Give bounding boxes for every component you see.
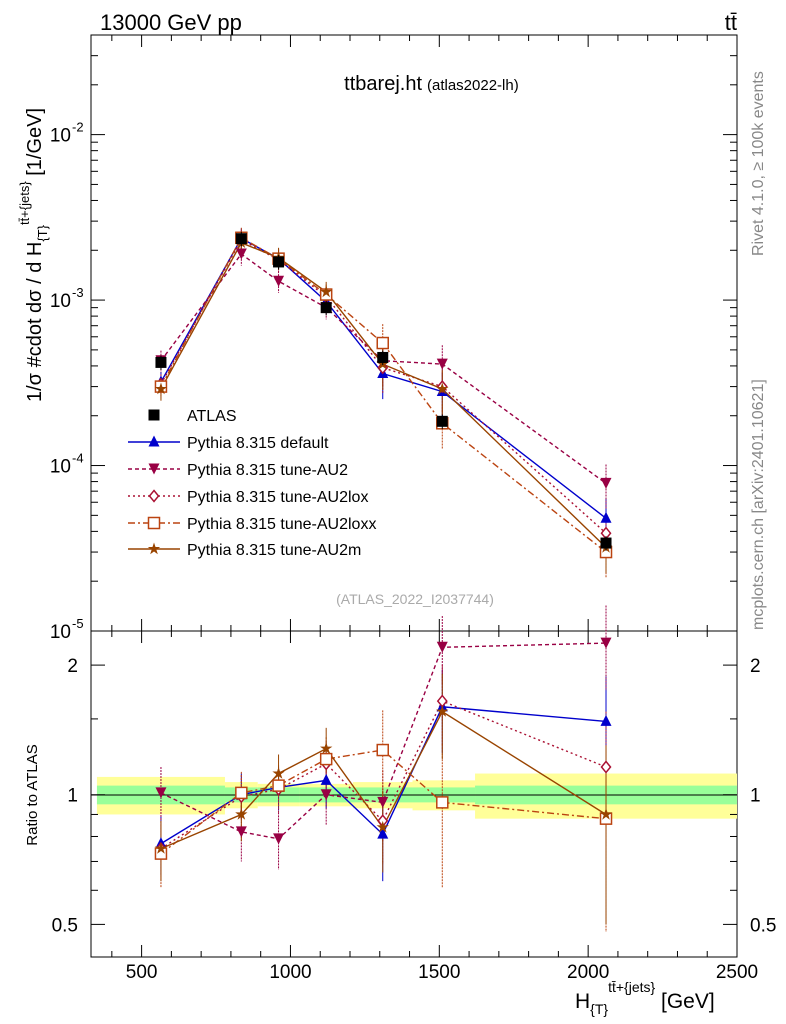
series-point-ratio (235, 826, 247, 838)
legend: ATLAS Pythia 8.315 default Pythia 8.315 tu… (128, 408, 376, 559)
series-point-ratio (155, 787, 167, 799)
series-point-ratio (272, 779, 285, 792)
series-point-ratio (600, 760, 612, 774)
rivet-version-label: Rivet 4.1.0, ≥ 100k events (750, 71, 767, 256)
series-point-ratio (436, 796, 449, 809)
ratio-tick-label: 2 (67, 656, 78, 677)
series-point-ratio (436, 641, 448, 653)
ratio-y-axis-label: Ratio to ATLAS (24, 744, 41, 845)
ratio-tick-label: 0.5 (52, 915, 78, 936)
data-point (377, 351, 389, 363)
x-tick-label: 1500 (418, 962, 460, 983)
series-point-main (235, 248, 247, 260)
series-point-ratio (319, 752, 333, 766)
legend-label: Pythia 8.315 default (187, 435, 329, 452)
series-point-ratio (436, 694, 448, 708)
data-point (155, 356, 167, 368)
series-point-ratio (320, 773, 332, 785)
y-tick-label: 10 (50, 291, 71, 312)
series-point-ratio (377, 796, 389, 808)
legend-marker (148, 489, 160, 503)
legend-label-atlas: ATLAS (187, 408, 237, 425)
legend-marker-atlas (148, 409, 160, 421)
series-point-main (436, 382, 449, 395)
data-point (235, 233, 247, 245)
plot-title: ttbarej.ht (344, 73, 422, 95)
ratio-tick-label: 1 (67, 786, 78, 807)
series-point-main (154, 382, 168, 395)
series-point-ratio (154, 842, 168, 854)
series-point-ratio (436, 705, 449, 717)
y-tick-label: 10 (50, 622, 71, 643)
legend-marker (148, 435, 160, 447)
y-tick-label: 10 (50, 126, 71, 147)
legend-label: Pythia 8.315 tune-AU2loxx (187, 516, 376, 533)
x-tick-label: 1000 (269, 962, 311, 983)
series-point-ratio (235, 786, 248, 800)
y-tick-exponent: -3 (72, 285, 84, 300)
legend-marker (147, 542, 161, 555)
y-tick-exponent: -2 (72, 120, 84, 135)
series-point-main (376, 336, 389, 350)
series-point-ratio (235, 808, 248, 820)
ratio-tick-label-right: 2 (750, 656, 761, 677)
series-point-ratio (320, 742, 333, 754)
series-markers (154, 231, 613, 860)
mcplots-reference-label: mcplots.cern.ch [arXiv:2401.10621] (750, 379, 767, 630)
series-point-ratio (272, 767, 285, 779)
legend-label: Pythia 8.315 tune-AU2 (187, 462, 348, 479)
x-tick-label: 500 (126, 962, 158, 983)
legend-label: Pythia 8.315 tune-AU2m (187, 542, 361, 559)
ratio-tick-label-right: 1 (750, 786, 761, 807)
series-point-main (320, 285, 333, 298)
x-tick-label: 2000 (567, 962, 609, 983)
data-point (320, 302, 332, 314)
ratio-tick-label-right: 0.5 (750, 915, 776, 936)
x-axis-label: H{T}tt̄+{jets} [GeV] (575, 979, 715, 1017)
series-point-ratio (320, 789, 332, 801)
plot-subtitle: (atlas2022-lh) (427, 77, 519, 94)
x-tick-label: 2500 (716, 962, 758, 983)
series-point-ratio (377, 827, 389, 839)
data-point (600, 537, 612, 549)
series-point-main (436, 358, 448, 370)
header-energy: 13000 GeV pp (100, 10, 242, 35)
header-process: tt̄ (725, 10, 737, 35)
series-point-main (273, 275, 285, 287)
legend-marker (147, 516, 161, 530)
series-point-ratio (600, 714, 612, 726)
y-tick-exponent: -4 (72, 451, 84, 466)
series-point-main (600, 477, 612, 489)
analysis-watermark: (ATLAS_2022_I2037744) (336, 591, 494, 607)
data-point (436, 415, 448, 427)
y-tick-label: 10 (50, 457, 71, 478)
series-point-main (600, 511, 612, 523)
legend-marker (148, 463, 160, 475)
y-axis-label: 1/σ #cdot dσ / d H{T}tt̄+{jets} [1/GeV] (17, 108, 50, 402)
y-tick-exponent: -5 (72, 616, 84, 631)
svg-text:1/σ #cdot dσ / d H{T}tt̄+{jets: 1/σ #cdot dσ / d H{T}tt̄+{jets} [1/GeV] (17, 108, 50, 402)
series-point-ratio (273, 833, 285, 845)
series-point-ratio (376, 743, 389, 757)
svg-text:H{T}tt̄+{jets} [GeV]: H{T}tt̄+{jets} [GeV] (575, 979, 715, 1017)
legend-label: Pythia 8.315 tune-AU2lox (187, 489, 368, 506)
series-point-ratio (376, 820, 389, 833)
data-point (273, 256, 285, 268)
series-point-ratio (600, 637, 612, 649)
series-point-ratio (599, 808, 613, 820)
